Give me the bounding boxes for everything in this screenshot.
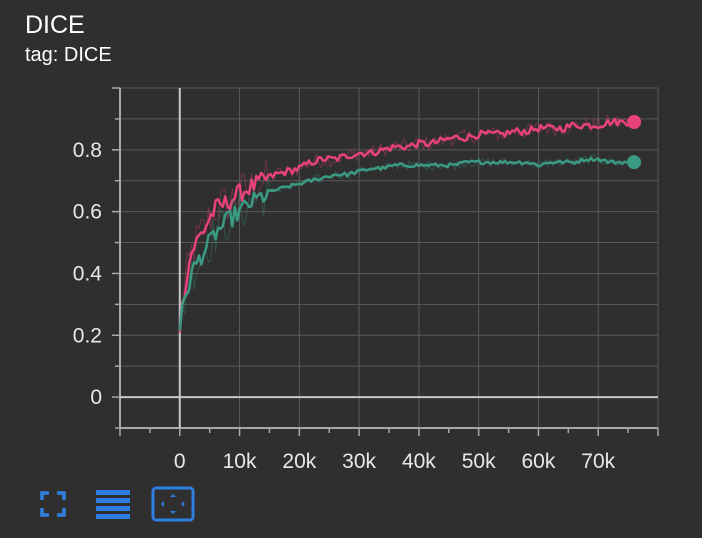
chart-title: DICE [25, 11, 85, 39]
x-tick-label: 70k [581, 450, 615, 473]
series-lines [178, 113, 642, 333]
series-end-marker [627, 155, 642, 170]
y-tick-label: 0 [90, 386, 102, 409]
x-tick-label: 40k [402, 450, 436, 473]
x-tick-label: 10k [223, 450, 257, 473]
x-tick-label: 30k [342, 450, 376, 473]
y-tick-label: 0.2 [73, 324, 102, 347]
lines-icon [96, 490, 130, 519]
x-tick-label: 0 [174, 450, 186, 473]
x-tick-label: 60k [522, 450, 556, 473]
toggle-fullscreen-button[interactable] [30, 484, 76, 524]
y-tick-label: 0.8 [73, 139, 102, 162]
x-tick-label: 50k [462, 450, 496, 473]
tick-labels: 0 0.2 0.4 0.6 0.8 0 10k 20k 30k 40k 50k 60k 70k [73, 139, 616, 473]
y-tick-label: 0.6 [73, 201, 102, 224]
series-line [178, 117, 636, 333]
x-tick-label: 20k [282, 450, 316, 473]
fit-domain-button[interactable] [150, 484, 196, 524]
chart-plot: 0 0.2 0.4 0.6 0.8 0 10k 20k 30k 40k 50k 60k 70k [73, 87, 659, 473]
series-line [178, 156, 635, 331]
fit-domain-icon [151, 486, 195, 522]
y-tick-label: 0.4 [73, 262, 103, 285]
series-raw-line [179, 153, 635, 314]
axes [112, 87, 659, 436]
series-end-marker [627, 115, 642, 129]
chart-tag: tag: DICE [25, 44, 112, 66]
toggle-log-scale-button[interactable] [90, 484, 136, 524]
fullscreen-icon [40, 491, 66, 517]
chart-toolbar [30, 484, 210, 524]
